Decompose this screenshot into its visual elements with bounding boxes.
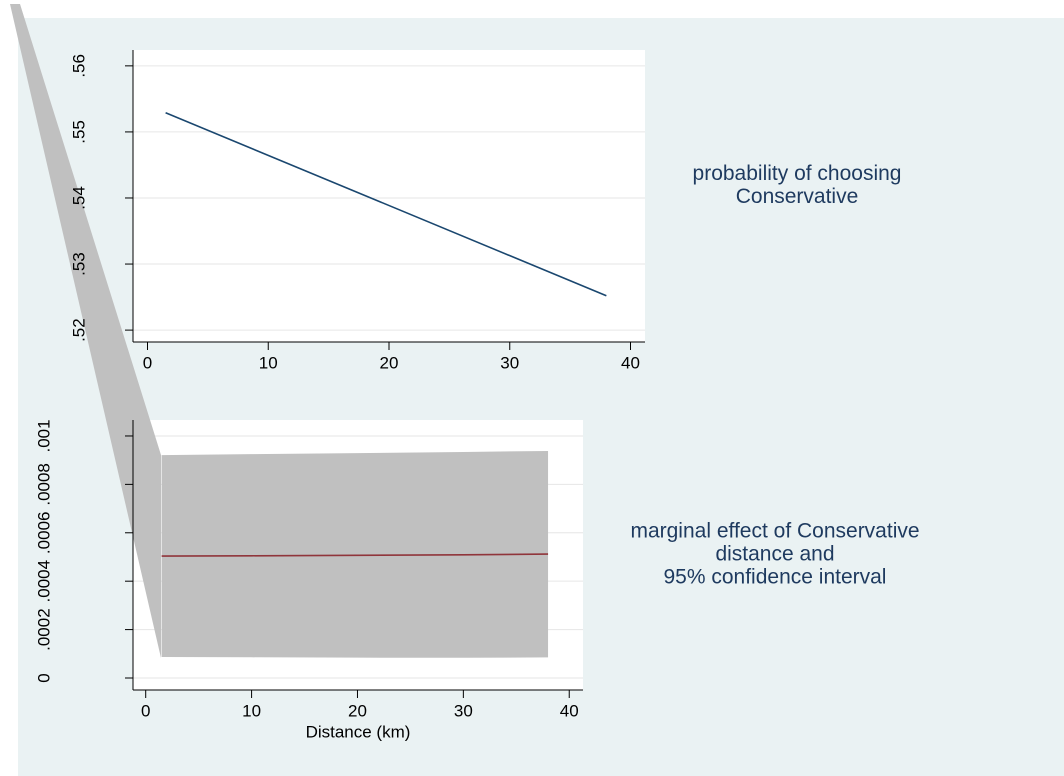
series-line (165, 112, 607, 297)
confidence-band (161, 450, 549, 658)
y-tick-label: .56 (69, 54, 88, 78)
overflow-band (10, 4, 161, 658)
y-tick-label: .001 (34, 419, 53, 452)
x-tick-label: 10 (259, 353, 278, 372)
annotation: distance and (715, 543, 834, 566)
x-tick-label: 20 (380, 353, 399, 372)
annotation: Conservative (736, 185, 859, 208)
y-tick-label: .0004 (34, 560, 53, 603)
series-line (161, 553, 549, 557)
y-tick-label: .0002 (34, 608, 53, 651)
plot-area (133, 50, 645, 342)
x-tick-label: 10 (242, 701, 261, 720)
y-tick-label: .0008 (34, 463, 53, 506)
y-tick-label: 0 (34, 673, 53, 682)
annotation: 95% confidence interval (664, 566, 887, 589)
annotation: marginal effect of Conservative (630, 520, 919, 543)
y-tick-label: .53 (69, 252, 88, 276)
x-axis-label: Distance (km) (306, 722, 411, 741)
x-tick-label: 30 (454, 701, 473, 720)
y-tick-label: .54 (69, 186, 88, 210)
y-tick-label: .52 (69, 318, 88, 342)
x-tick-label: 30 (500, 353, 519, 372)
x-tick-label: 0 (141, 701, 150, 720)
x-tick-label: 0 (143, 353, 152, 372)
plot-content: .52 .53 .54 .55 .56 0 10 20 30 40 probability of c… (34, 50, 920, 741)
annotation: probability of choosing (693, 162, 902, 185)
y-tick-label: .0006 (34, 512, 53, 555)
x-tick-label: 20 (348, 701, 367, 720)
x-tick-label: 40 (621, 353, 640, 372)
x-tick-label: 40 (560, 701, 579, 720)
y-tick-label: .55 (69, 120, 88, 144)
